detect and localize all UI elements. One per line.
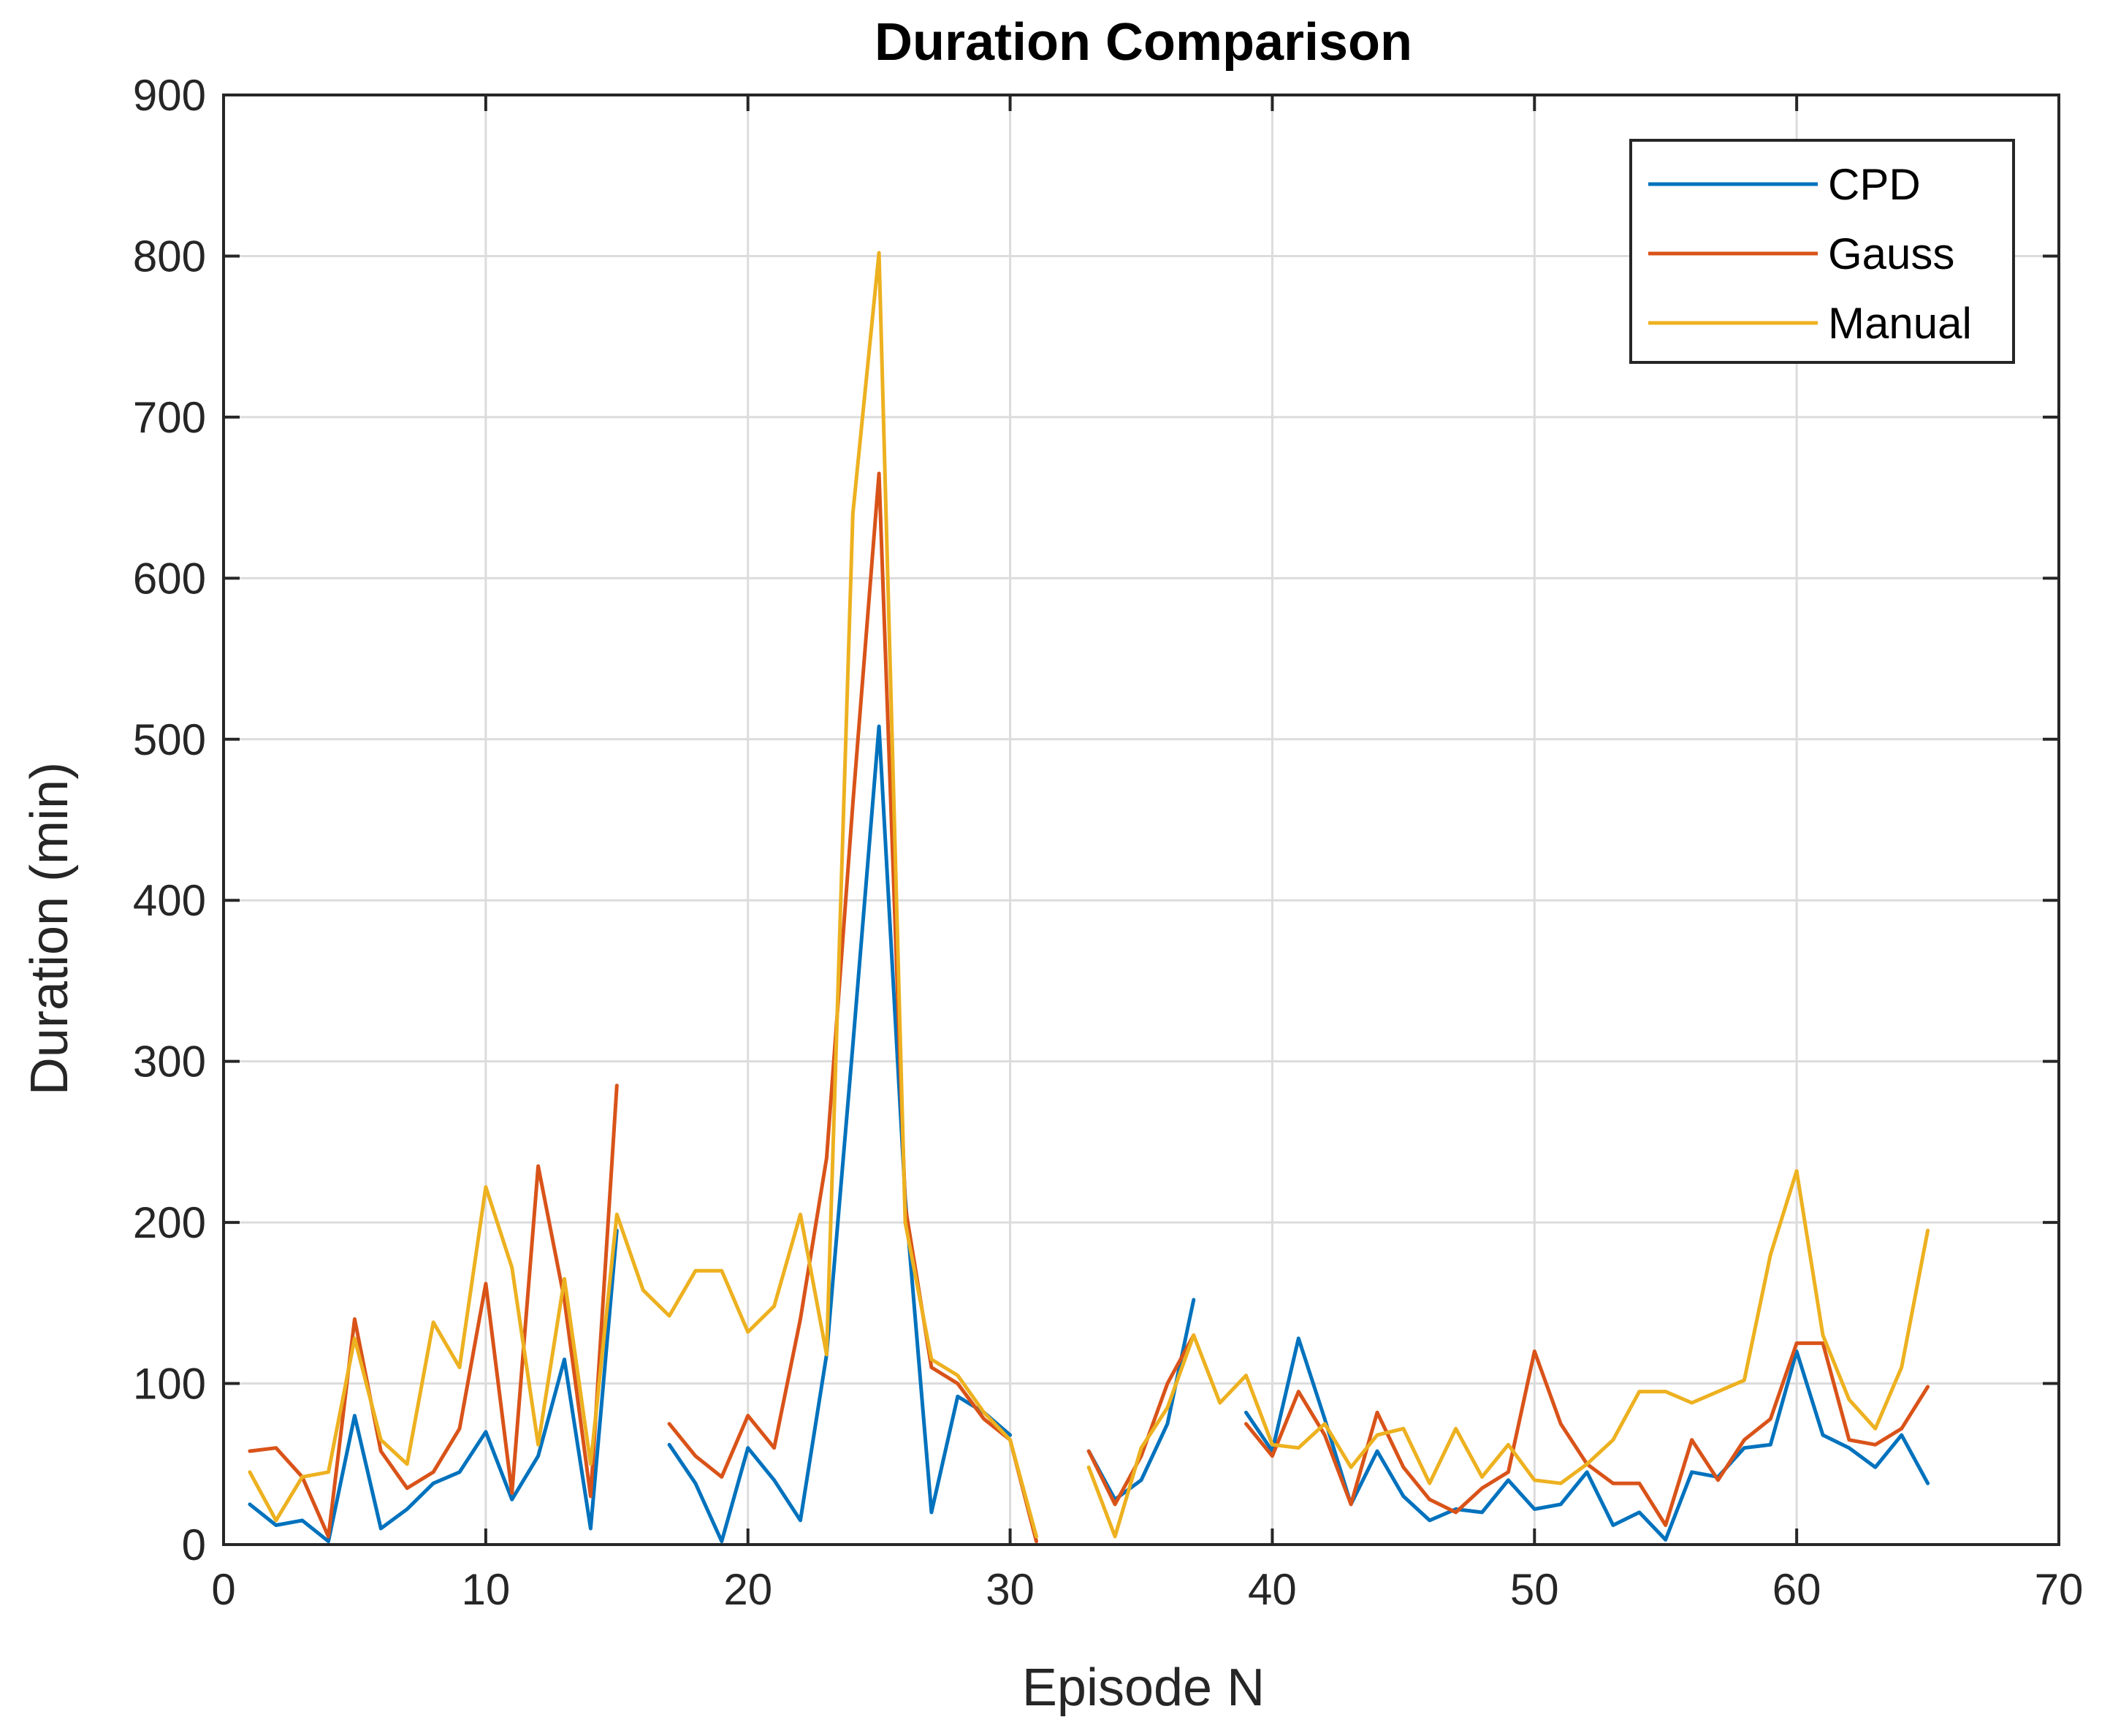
legend-label-cpd: CPD bbox=[1828, 160, 1921, 209]
legend: CPD Gauss Manual bbox=[1629, 139, 2015, 364]
legend-box bbox=[1629, 139, 2015, 364]
y-tick-label: 100 bbox=[133, 1360, 206, 1409]
y-tick-label: 300 bbox=[133, 1038, 206, 1086]
x-axis-label: Episode N bbox=[1022, 1659, 1265, 1717]
series-line-manual bbox=[248, 251, 1930, 1539]
legend-label-gauss: Gauss bbox=[1828, 229, 1954, 278]
y-axis: 0 100 200 300 400 500 600 700 800 900 bbox=[133, 71, 2059, 1569]
x-tick-label: 30 bbox=[986, 1565, 1035, 1614]
x-tick-label: 40 bbox=[1248, 1565, 1297, 1614]
chart-title: Duration Comparison bbox=[875, 13, 1412, 72]
series-line-gauss bbox=[248, 471, 1930, 1544]
series bbox=[248, 251, 1930, 1544]
x-tick-label: 20 bbox=[723, 1565, 772, 1614]
y-tick-label: 800 bbox=[133, 232, 206, 281]
grid bbox=[224, 95, 2059, 1545]
x-tick-label: 10 bbox=[461, 1565, 510, 1614]
y-tick-label: 600 bbox=[133, 554, 206, 603]
legend-label-manual: Manual bbox=[1828, 299, 1972, 348]
series-line-cpd bbox=[248, 724, 1930, 1544]
y-tick-label: 200 bbox=[133, 1198, 206, 1247]
y-axis-label: Duration (min) bbox=[20, 762, 79, 1095]
x-tick-label: 70 bbox=[2035, 1565, 2084, 1614]
x-tick-label: 0 bbox=[211, 1565, 235, 1614]
x-tick-label: 60 bbox=[1772, 1565, 1821, 1614]
y-tick-label: 0 bbox=[182, 1520, 206, 1569]
x-axis: 0 10 20 30 40 50 60 70 bbox=[211, 95, 2083, 1614]
y-tick-label: 900 bbox=[133, 71, 206, 120]
y-tick-label: 400 bbox=[133, 876, 206, 925]
y-tick-label: 500 bbox=[133, 715, 206, 764]
plot-area bbox=[222, 94, 2060, 1546]
x-tick-label: 50 bbox=[1510, 1565, 1559, 1614]
y-tick-label: 700 bbox=[133, 393, 206, 442]
